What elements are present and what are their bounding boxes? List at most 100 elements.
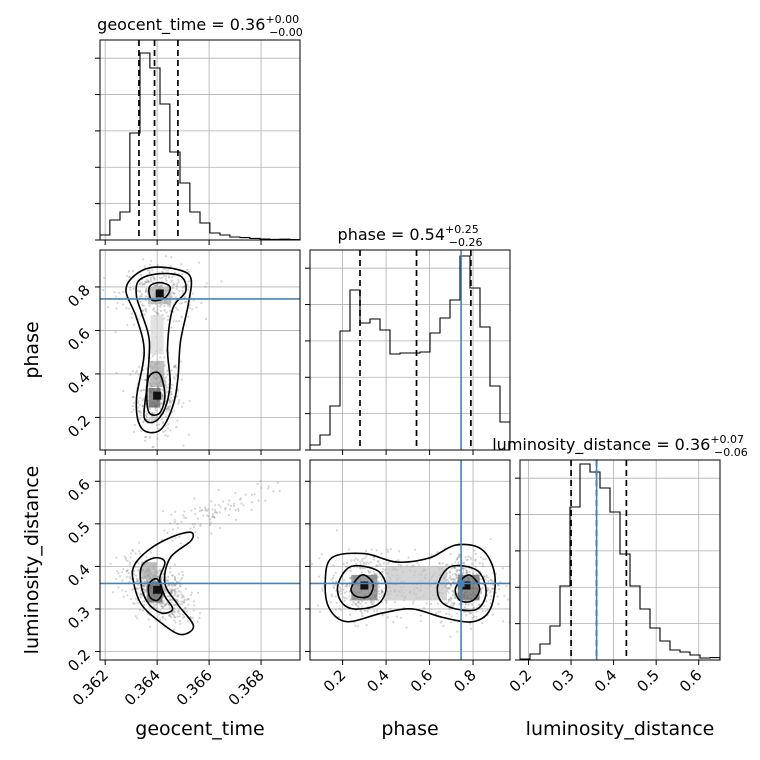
sample-point bbox=[491, 613, 495, 616]
sample-point bbox=[111, 591, 115, 594]
sample-point bbox=[363, 567, 367, 570]
sample-point bbox=[177, 593, 180, 597]
sample-point bbox=[447, 600, 450, 604]
sample-point bbox=[163, 529, 166, 532]
sample-point bbox=[173, 563, 177, 566]
sample-point bbox=[317, 575, 320, 578]
hist-phase-bin bbox=[450, 300, 460, 450]
sample-point bbox=[171, 291, 174, 294]
sample-point bbox=[191, 523, 194, 526]
sample-point bbox=[348, 584, 351, 587]
sample-point bbox=[176, 285, 179, 288]
sample-point bbox=[497, 583, 500, 586]
sample-point bbox=[176, 282, 179, 285]
sample-point bbox=[189, 615, 192, 619]
sample-point bbox=[152, 277, 155, 280]
sample-point bbox=[145, 281, 149, 284]
sample-point bbox=[148, 578, 151, 581]
sample-point bbox=[153, 310, 156, 313]
sample-point bbox=[318, 557, 321, 560]
sample-point bbox=[177, 279, 180, 282]
sample-point bbox=[168, 407, 171, 411]
sample-point bbox=[419, 619, 422, 623]
sample-point bbox=[182, 613, 185, 617]
sample-point bbox=[142, 584, 145, 588]
sample-point bbox=[171, 383, 174, 387]
sample-point bbox=[321, 587, 324, 590]
hist-luminosity_distance-bin bbox=[670, 650, 680, 660]
sample-point bbox=[380, 579, 384, 582]
sample-point bbox=[369, 571, 372, 574]
sample-point bbox=[156, 283, 159, 286]
sample-point bbox=[144, 414, 148, 417]
sample-point bbox=[141, 593, 144, 597]
sample-point bbox=[134, 615, 137, 618]
sample-point bbox=[147, 280, 150, 283]
sample-point bbox=[121, 579, 124, 582]
sample-point bbox=[445, 563, 449, 566]
sample-point bbox=[155, 424, 159, 427]
hist-phase-bin bbox=[480, 327, 490, 450]
sample-point bbox=[144, 435, 147, 439]
sample-point bbox=[461, 568, 465, 571]
x-tick-label: 0.5 bbox=[633, 666, 663, 696]
sample-point bbox=[175, 287, 178, 290]
sample-point bbox=[481, 562, 484, 565]
sample-point bbox=[177, 389, 180, 392]
sample-point bbox=[238, 498, 242, 501]
sample-point bbox=[221, 500, 225, 503]
sample-point bbox=[164, 590, 167, 593]
sample-point bbox=[318, 610, 322, 613]
sample-point bbox=[364, 563, 368, 566]
sample-point bbox=[128, 575, 131, 578]
sample-point bbox=[345, 561, 349, 564]
sample-point bbox=[199, 523, 202, 526]
sample-point bbox=[359, 567, 362, 570]
sample-point bbox=[169, 598, 172, 601]
sample-point bbox=[165, 407, 168, 411]
sample-point bbox=[183, 615, 186, 619]
sample-point bbox=[205, 509, 209, 512]
sample-point bbox=[199, 524, 202, 528]
title-upper: +0.07 bbox=[710, 433, 744, 446]
sample-point bbox=[173, 365, 176, 368]
sample-point bbox=[359, 560, 362, 563]
sample-point bbox=[139, 552, 142, 555]
sample-point bbox=[380, 594, 383, 597]
sample-point bbox=[132, 323, 135, 326]
sample-point bbox=[142, 588, 145, 591]
sample-point bbox=[213, 511, 217, 514]
sample-point bbox=[487, 580, 490, 583]
sample-point bbox=[143, 378, 146, 382]
sample-point bbox=[173, 365, 176, 368]
sample-point bbox=[168, 405, 171, 409]
sample-point bbox=[172, 528, 175, 531]
sample-point bbox=[172, 310, 175, 313]
sample-point bbox=[357, 601, 360, 604]
sample-point bbox=[172, 610, 176, 613]
sample-point bbox=[163, 588, 166, 591]
sample-point bbox=[491, 583, 494, 586]
sample-point bbox=[163, 603, 166, 607]
sample-point bbox=[180, 316, 183, 319]
sample-point bbox=[470, 603, 474, 606]
sample-point bbox=[166, 369, 169, 372]
sample-point bbox=[176, 522, 179, 526]
sample-point bbox=[451, 563, 454, 566]
sample-point bbox=[180, 378, 183, 381]
sample-point bbox=[489, 578, 492, 582]
sample-point bbox=[141, 303, 144, 306]
sample-point bbox=[483, 575, 486, 578]
sample-point bbox=[138, 283, 141, 286]
sample-point bbox=[167, 595, 170, 599]
sample-point bbox=[123, 555, 126, 558]
sample-point bbox=[461, 566, 464, 570]
sample-point bbox=[385, 601, 388, 604]
sample-point bbox=[334, 580, 338, 583]
sample-point bbox=[169, 571, 172, 574]
sample-point bbox=[135, 587, 138, 590]
sample-point bbox=[186, 268, 189, 272]
sample-point bbox=[455, 577, 458, 580]
hist-phase-bin bbox=[420, 352, 430, 450]
sample-point bbox=[175, 374, 178, 377]
